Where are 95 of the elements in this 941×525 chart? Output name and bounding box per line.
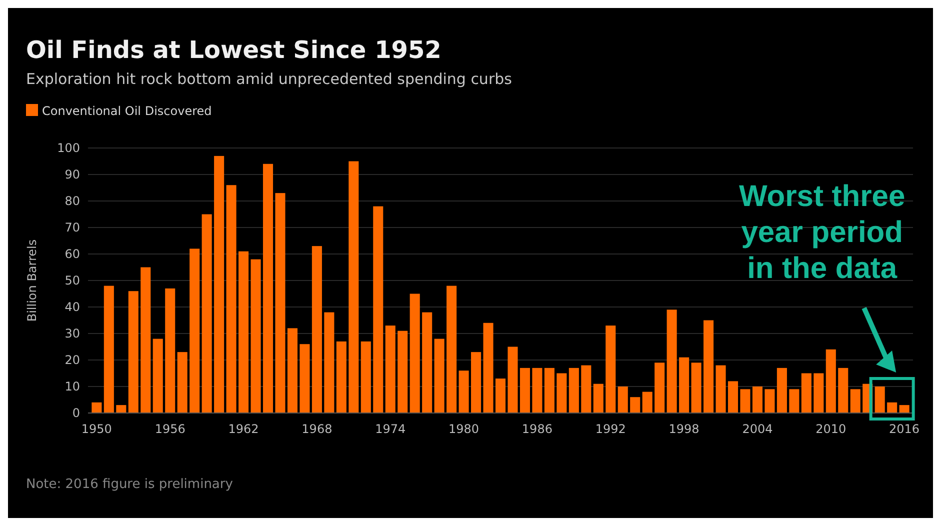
y-tick-label: 20 [64,353,80,368]
bar [312,246,322,413]
bar [250,259,261,413]
bar [814,373,824,413]
x-tick-label: 1962 [228,422,259,436]
bar [410,294,420,413]
bar [434,338,444,413]
bar [177,352,188,413]
bar [752,386,762,413]
bar [838,368,848,413]
y-axis-title: Billion Barrels [25,239,39,322]
text: Note: 2016 figure is preliminary [26,477,234,492]
bar [642,392,652,413]
bar [214,156,224,413]
bar [128,291,138,413]
bar [704,320,714,413]
x-tick-label: 2004 [742,422,773,436]
bar [544,368,554,413]
bar [275,193,286,413]
bar [471,352,482,413]
bar [300,344,310,413]
legend-label: Conventional Oil Discovered [42,104,212,118]
bar [899,405,910,413]
bar [691,362,702,413]
bar [104,286,114,413]
bar [801,373,812,413]
bar [324,312,334,413]
bar [764,389,775,413]
bar [593,384,604,413]
x-tick-label: 1992 [595,422,626,436]
bar [373,206,384,413]
bar [226,185,236,413]
y-tick-label: 70 [64,220,80,235]
bar [789,389,800,413]
chart-subtitle: Exploration hit rock bottom amid unprecedented spending curbs [26,70,512,88]
x-tick-label: 1956 [154,422,186,436]
bar [606,326,616,413]
bar [152,338,163,413]
bar [360,341,371,413]
y-tick-label: 90 [64,168,80,182]
bar [568,368,579,413]
bar [776,368,787,413]
x-tick-label: 1950 [81,422,112,436]
bar [874,386,885,413]
bar [666,310,677,413]
bar [385,326,396,413]
bar [336,341,346,413]
x-tick-label: 1998 [668,422,700,436]
bar [618,386,628,413]
y-tick-label: 0 [72,406,80,420]
y-tick-label: 30 [64,326,80,341]
bar [287,328,298,413]
bar [887,402,898,413]
bar [92,402,102,413]
x-tick-label: 1968 [302,422,332,436]
bar [495,378,506,413]
bar [165,288,176,413]
y-tick-label: 80 [64,194,80,208]
bar [116,405,126,413]
y-tick-label: 40 [64,300,80,314]
bar [483,322,494,413]
annotation: Worst three year period in the data [738,180,906,285]
bar [190,248,200,413]
x-tick-label: 1980 [448,422,480,436]
y-tick-label: 50 [64,274,80,288]
y-tick-label: 10 [64,380,80,394]
bar [654,362,665,413]
x-tick-label: 1986 [522,422,552,436]
chart-title: Oil Finds at Lowest Since 1952 [26,36,442,64]
bar [556,373,567,413]
bar [348,161,359,413]
bar [728,381,738,413]
bar [850,389,860,413]
bar [262,164,274,413]
bar [630,397,640,413]
bar [202,214,212,413]
bar [508,346,518,413]
bar [140,267,151,413]
bar [446,286,457,413]
bar [740,389,750,413]
bar [716,365,726,413]
bar [422,312,432,413]
bar [238,251,249,413]
bar [458,370,469,413]
bar [826,349,836,413]
x-tick-label: 1974 [375,422,406,436]
x-tick-label: 2016 [889,422,920,436]
bar [520,368,530,413]
y-tick-label: 100 [57,141,80,156]
bar [679,357,690,413]
y-tick-label: 60 [64,247,80,262]
x-tick-label: 2010 [816,422,846,436]
bar [398,330,408,413]
bar [581,365,592,413]
bar [532,368,542,413]
